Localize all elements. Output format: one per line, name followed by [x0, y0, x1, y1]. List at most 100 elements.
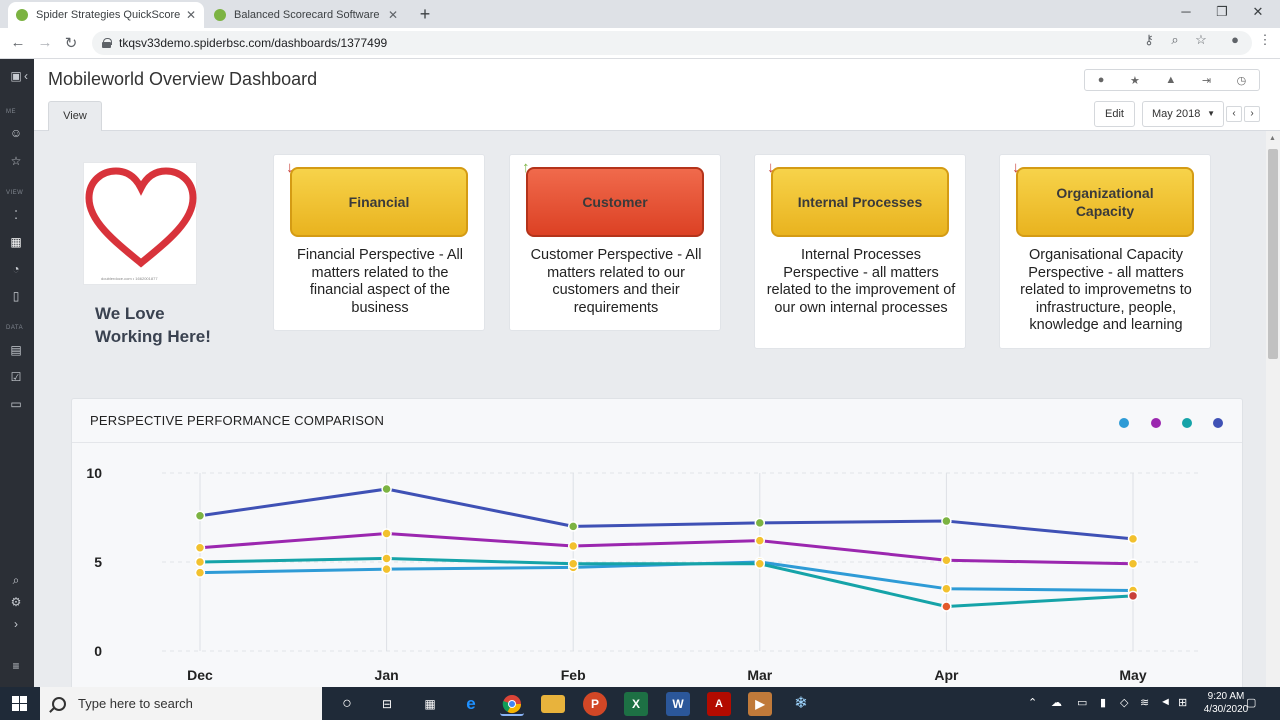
data-point [941, 601, 952, 612]
x-tick-label: Jan [375, 667, 399, 683]
browser-tab-quickscore[interactable]: Spider Strategies QuickScore ✕ [8, 2, 204, 28]
file-explorer-icon[interactable] [541, 695, 565, 713]
cloud-sync-icon[interactable]: ☁ [1051, 697, 1062, 709]
close-icon[interactable]: ✕ [387, 8, 398, 22]
tab-view[interactable]: View [48, 101, 102, 131]
dropbox-icon[interactable]: ◇ [1120, 697, 1129, 709]
book-icon[interactable]: ▯ [12, 289, 20, 303]
line-chart: 0 5 10 Dec Jan Feb Mar Apr May [86, 465, 1202, 683]
chrome-icon[interactable] [500, 692, 524, 716]
star-icon[interactable]: ★ [1129, 74, 1140, 87]
data-point [381, 563, 392, 575]
documents-icon[interactable]: ▭ [10, 397, 22, 411]
close-icon[interactable]: ✕ [185, 8, 196, 22]
sidebar-section-view: VIEW [6, 190, 24, 196]
window-close-icon[interactable]: ✕ [1252, 4, 1264, 19]
address-bar[interactable]: tkqsv33demo.spiderbsc.com/dashboards/137… [92, 31, 1252, 55]
perspective-card-internal-processes[interactable]: Internal Processes ↓ Internal Processes … [754, 154, 966, 349]
legend-series-4[interactable] [1213, 418, 1223, 428]
excel-icon[interactable]: X [624, 692, 648, 716]
notifications-icon[interactable]: ▢ [1246, 697, 1257, 709]
device-icon[interactable]: ▭ [1077, 697, 1088, 709]
forward-arrow-icon[interactable]: → [37, 34, 53, 51]
scorecard-icon[interactable]: ⁚ [14, 208, 18, 222]
scroll-up-arrow-icon[interactable]: ▲ [1269, 135, 1276, 142]
expand-arrow-icon[interactable]: › [14, 617, 18, 631]
bookmark-star-icon[interactable]: ☆ [1195, 32, 1207, 47]
powerpoint-icon[interactable]: P [583, 692, 607, 716]
profile-avatar-icon[interactable]: ● [1231, 32, 1239, 47]
legend-series-1[interactable] [1119, 418, 1129, 428]
new-tab-button[interactable]: + [419, 4, 431, 24]
taskbar-clock[interactable]: 9:20 AM 4/30/2020 [1196, 690, 1256, 716]
edge-icon[interactable]: e [466, 694, 476, 713]
back-arrow-icon[interactable]: ← [10, 34, 26, 51]
data-point [567, 521, 579, 532]
snowflake-app-icon[interactable]: ❄ [794, 695, 808, 712]
data-point [194, 510, 206, 521]
maximize-icon[interactable]: ❐ [1216, 4, 1228, 19]
data-point [941, 554, 952, 566]
browser-tab-balanced-scorecard[interactable]: Balanced Scorecard Software by ✕ [206, 2, 406, 28]
history-icon[interactable]: ◷ [1236, 74, 1247, 87]
cortana-icon[interactable]: ○ [342, 695, 352, 712]
menu-icon[interactable]: ≡ [12, 659, 20, 673]
table-icon[interactable]: ▤ [10, 343, 22, 357]
dashboard-icon[interactable]: ▦ [10, 235, 22, 249]
perspective-status-button[interactable]: Organizational Capacity [1016, 167, 1194, 237]
star-icon[interactable]: ☆ [10, 154, 22, 168]
more-menu-icon[interactable]: ⋮ [1258, 32, 1272, 47]
series-line-1 [199, 560, 1134, 592]
data-point [941, 583, 952, 594]
vertical-scrollbar[interactable]: ▲ [1266, 131, 1280, 687]
edit-button[interactable]: Edit [1094, 101, 1135, 127]
export-icon[interactable]: ⇥ [1201, 74, 1212, 87]
previous-period-button[interactable]: ‹ [1226, 106, 1242, 122]
briefcase-icon[interactable]: ▣ [10, 69, 22, 83]
keyboard-icon[interactable]: ⊞ [1178, 697, 1188, 709]
legend-series-2[interactable] [1151, 418, 1161, 428]
task-view-icon[interactable]: ⊟ [381, 697, 393, 711]
acrobat-icon[interactable]: A [707, 692, 731, 716]
calculator-icon[interactable]: ▦ [424, 697, 436, 711]
windows-start-icon[interactable] [12, 696, 27, 711]
scrollbar-thumb[interactable] [1268, 149, 1278, 359]
perspective-description: Internal Processes Perspective - all mat… [766, 247, 956, 316]
browser-tab-strip: Spider Strategies QuickScore ✕ Balanced … [0, 0, 1280, 28]
y-tick-label: 10 [86, 465, 102, 481]
search-icon[interactable]: ⌕ [12, 573, 20, 587]
next-period-button[interactable]: › [1244, 106, 1260, 122]
checklist-icon[interactable]: ☑ [10, 370, 22, 384]
legend-series-3[interactable] [1182, 418, 1192, 428]
perspective-status-button[interactable]: Customer [526, 167, 704, 237]
tray-overflow-icon[interactable]: ⌃ [1028, 697, 1038, 709]
perspective-card-financial[interactable]: Financial ↓ Financial Perspective - All … [273, 154, 485, 331]
data-point [381, 553, 392, 564]
media-icon[interactable]: ▶ [748, 692, 772, 716]
taskbar-search-box[interactable]: Type here to search [40, 687, 322, 720]
info-icon[interactable]: ● [1097, 74, 1105, 86]
y-tick-label: 5 [94, 554, 102, 570]
wifi-icon[interactable]: ≋ [1140, 697, 1150, 709]
data-point [194, 556, 206, 568]
user-icon[interactable]: ☺ [9, 126, 23, 140]
zoom-icon[interactable]: ⌕ [1171, 32, 1179, 47]
gear-icon[interactable]: ⚙ [10, 595, 22, 609]
chart-title: PERSPECTIVE PERFORMANCE COMPARISON [90, 413, 385, 428]
perspective-status-button[interactable]: Internal Processes [771, 167, 949, 237]
warning-icon[interactable]: ▲ [1165, 74, 1177, 86]
volume-icon[interactable]: ◄ [1160, 696, 1171, 708]
key-icon[interactable]: ⚷ [1144, 32, 1154, 47]
header-toolbar: ● ★ ▲ ⇥ ◷ [1084, 69, 1260, 91]
perspective-card-organizational-capacity[interactable]: Organizational Capacity ↓ Organisational… [999, 154, 1211, 349]
word-icon[interactable]: W [666, 692, 690, 716]
data-point [754, 517, 766, 529]
battery-icon[interactable]: ▮ [1100, 697, 1107, 709]
reload-icon[interactable]: ↻ [64, 35, 78, 52]
perspective-status-button[interactable]: Financial [290, 167, 468, 237]
chart-pie-icon[interactable]: ◔ [12, 262, 20, 276]
minimize-icon[interactable]: ─ [1181, 4, 1191, 19]
collapse-chevron-icon[interactable]: ‹ [24, 69, 28, 83]
period-selector[interactable]: May 2018 ▼ [1142, 101, 1224, 127]
perspective-card-customer[interactable]: Customer ↑ Customer Perspective - All ma… [509, 154, 721, 331]
